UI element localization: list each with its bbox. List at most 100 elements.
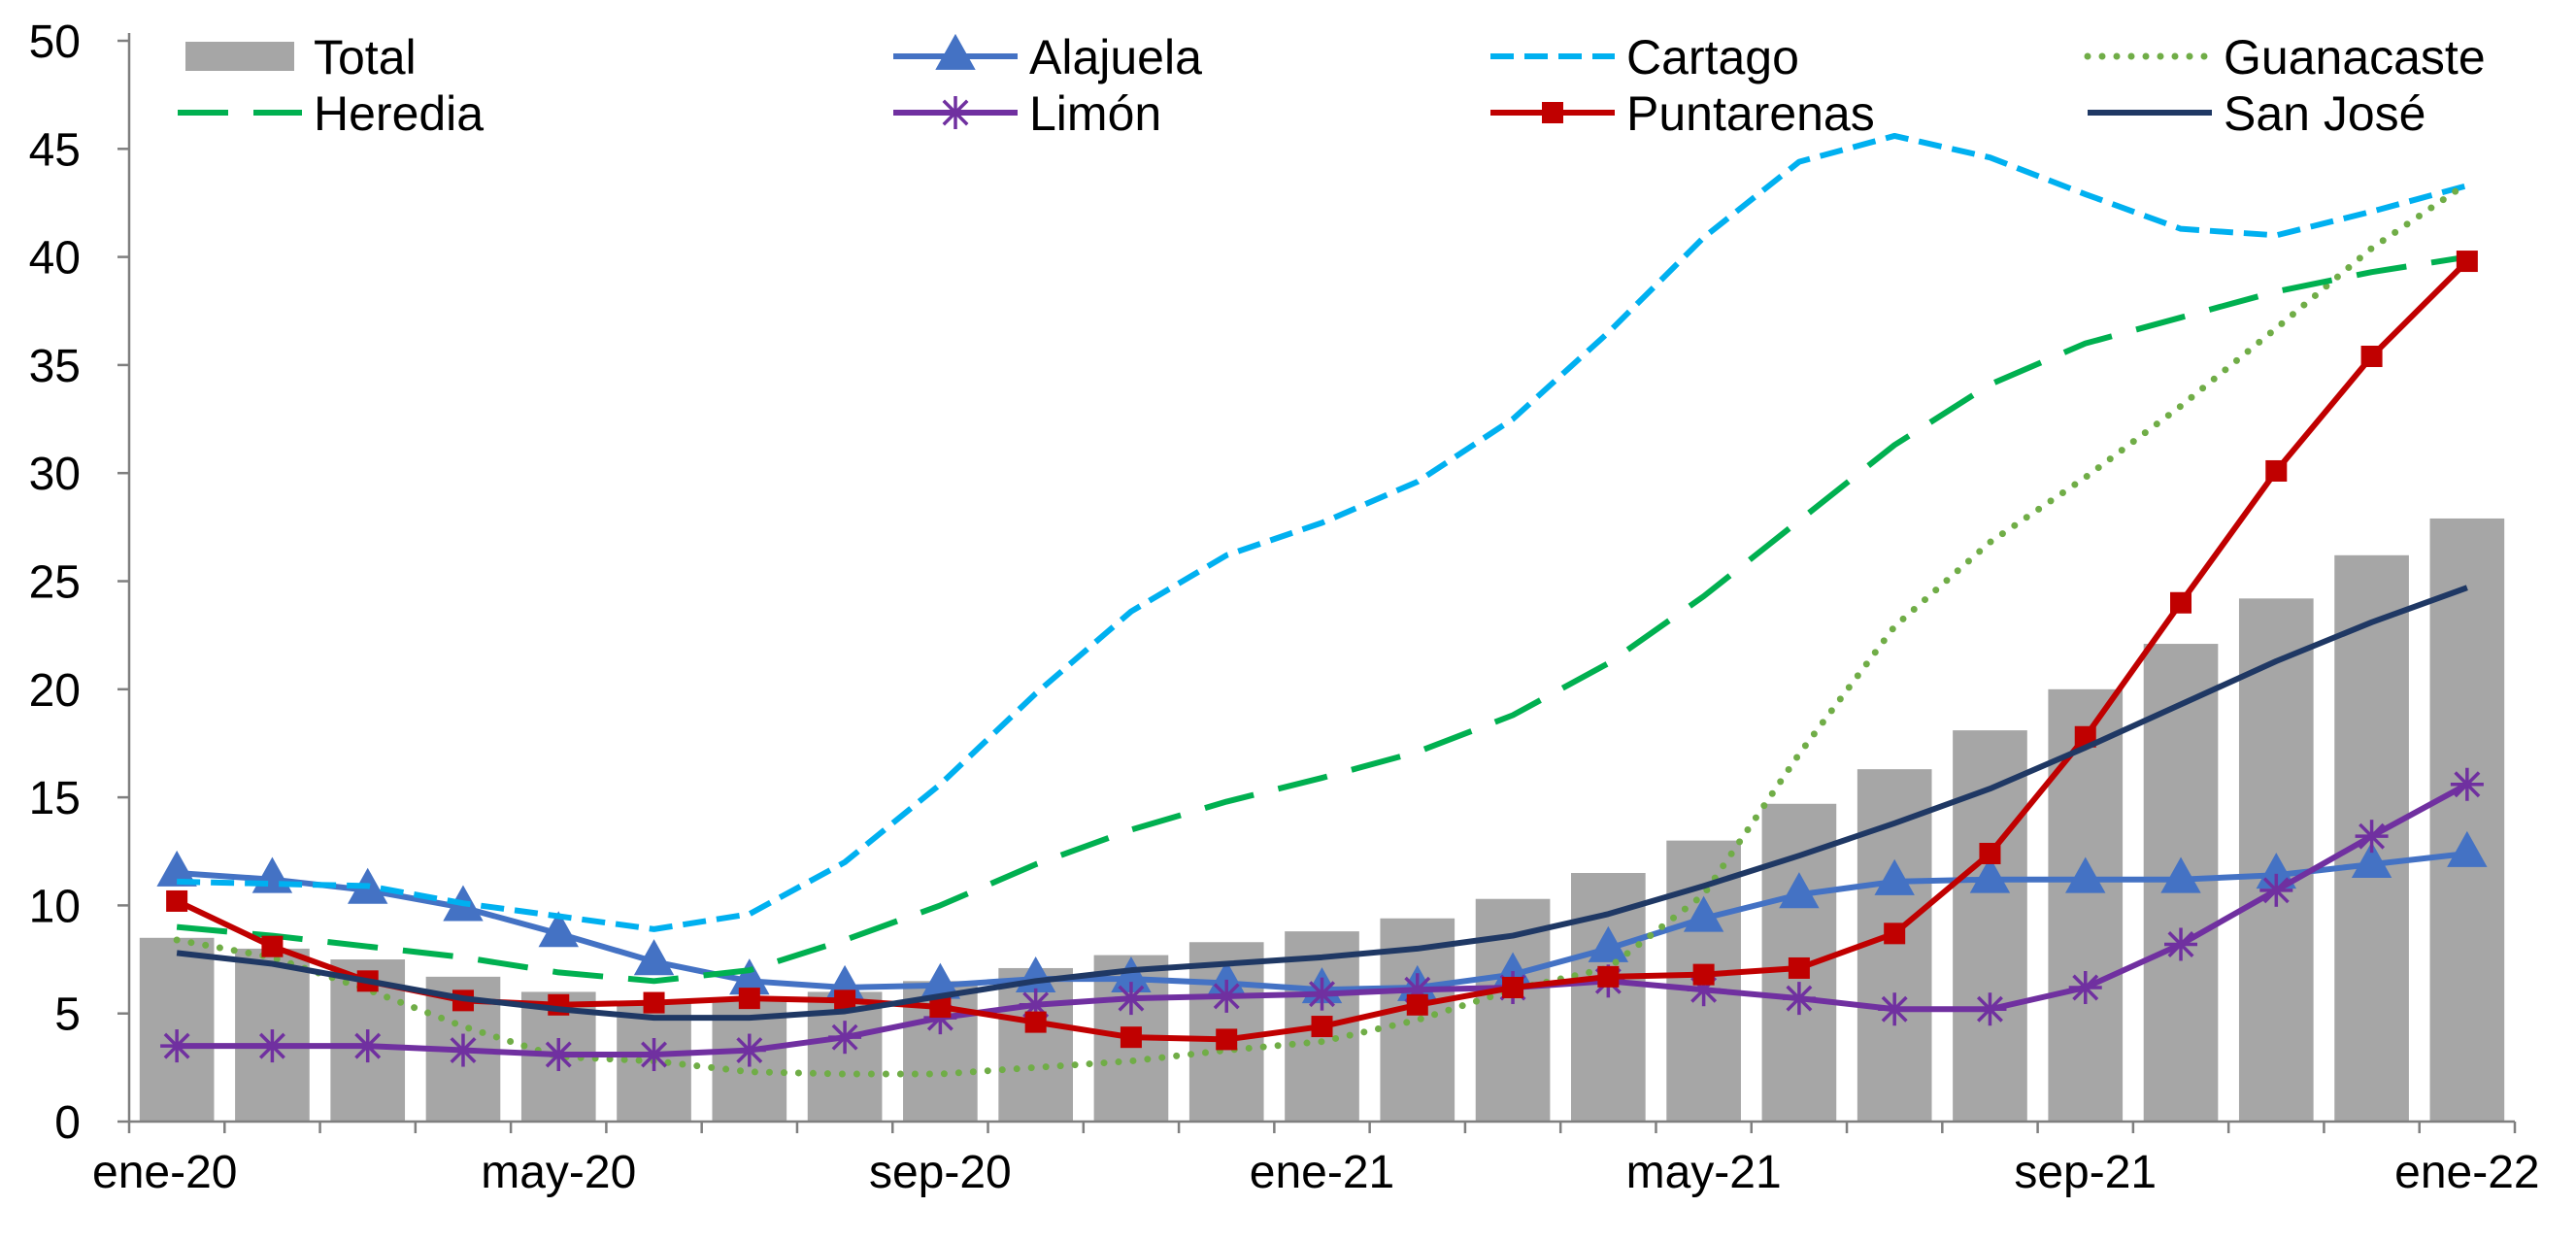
y-tick-label: 35 [29,341,81,392]
series-san-jose [176,585,2468,1022]
y-tick-label: 10 [29,881,81,932]
x-tick-label: may-21 [1626,1147,1782,1198]
legend-label: Puntarenas [1626,86,1875,141]
point-alajuela-feb-20 [251,856,293,893]
y-tick-label: 15 [29,773,81,824]
axes-layer: 0 5 10 15 20 25 30 35 40 45 50 ene-20 may-20 sep-20 en… [29,17,2540,1198]
y-tick-label: 50 [29,17,81,68]
point-limon-oct-21 [2164,927,2198,961]
legend-item-alajuela: Alajuela [893,30,1202,84]
y-tick-label: 45 [29,124,81,176]
point-puntarenas-abr-21 [1597,965,1620,988]
point-alajuela-sep-21 [2065,856,2106,893]
point-puntarenas-dic-21 [2360,345,2383,367]
point-puntarenas-sep-20 [929,996,952,1019]
point-limon-jul-21 [1878,992,1912,1026]
point-puntarenas-jun-21 [1788,956,1810,979]
lines-layer [156,132,2488,1078]
series-heredia [176,253,2468,985]
legend-label: Total [314,30,417,84]
point-limon-jul-20 [732,1033,766,1067]
legend-item-puntarenas: Puntarenas [1490,86,1875,141]
y-tick-label: 40 [29,233,81,285]
line-guanacaste [173,180,2471,1078]
y-tick-label: 30 [29,449,81,500]
legend-item-cartago: Cartago [1490,30,1799,84]
point-limon-dic-21 [2355,820,2389,854]
point-limon-abr-20 [446,1033,480,1067]
point-puntarenas-oct-21 [2170,591,2192,614]
point-alajuela-jul-21 [1874,858,1915,895]
x-tick-label: ene-21 [1250,1147,1394,1198]
legend-swatch [185,42,294,71]
point-puntarenas-ago-21 [1979,842,2001,864]
series-guanacaste [173,180,2471,1078]
legend-label: Guanacaste [2224,30,2486,84]
y-tick-label: 25 [29,557,81,609]
point-alajuela-ene-22 [2447,830,2488,867]
point-puntarenas-may-21 [1692,963,1715,986]
x-tick-label: sep-21 [2014,1147,2157,1198]
point-limon-ene-20 [160,1029,194,1063]
point-puntarenas-ene-21 [1311,1016,1333,1038]
point-puntarenas-dic-20 [1216,1028,1238,1051]
legend-label: San José [2224,86,2425,141]
point-limon-sep-21 [2068,970,2102,1004]
x-tick-label: may-20 [481,1147,636,1198]
legend-marker [1542,102,1563,123]
point-limon-jun-21 [1782,982,1816,1016]
point-limon-ago-21 [1973,992,2007,1026]
bar-total-ene-22 [2429,518,2505,1122]
x-tick-label: ene-22 [2394,1147,2539,1198]
legend-item-limon: Limón [893,86,1161,141]
line-san-jose [176,585,2468,1022]
point-puntarenas-nov-21 [2265,459,2288,482]
point-puntarenas-feb-20 [261,935,284,957]
point-puntarenas-jul-21 [1884,922,1906,945]
point-alajuela-may-20 [538,911,579,948]
point-puntarenas-jun-20 [643,991,665,1014]
line-heredia [176,253,2468,985]
point-alajuela-may-21 [1683,895,1724,932]
legend-label: Alajuela [1029,30,1202,84]
point-puntarenas-mar-21 [1502,976,1524,998]
point-limon-ene-22 [2450,767,2484,801]
point-limon-dic-20 [1210,979,1244,1013]
y-tick-label: 5 [54,989,81,1041]
point-limon-ene-21 [1305,977,1339,1011]
point-puntarenas-nov-20 [1120,1026,1142,1049]
point-puntarenas-ago-20 [834,989,856,1012]
legend-item-heredia: Heredia [178,86,484,141]
point-alajuela-ago-21 [1969,856,2011,893]
point-alajuela-abr-21 [1588,925,1629,962]
x-tick-label: ene-20 [92,1147,237,1198]
y-tick-label: 0 [54,1097,81,1149]
x-tick-label: sep-20 [869,1147,1012,1198]
legend-item-total: Total [185,30,417,84]
bar-total-sep-21 [2048,688,2124,1122]
point-limon-mar-20 [351,1029,385,1063]
point-limon-may-20 [542,1037,576,1071]
point-alajuela-jun-20 [633,939,675,976]
point-limon-jun-20 [637,1037,671,1071]
series-cartago [177,132,2468,932]
legend-label: Cartago [1626,30,1799,84]
point-puntarenas-feb-21 [1406,993,1428,1016]
y-tick-label: 20 [29,665,81,717]
legend-label: Limón [1029,86,1161,141]
point-puntarenas-oct-20 [1024,1011,1047,1033]
line-cartago [177,132,2468,932]
legend-label: Heredia [314,86,484,141]
legend-marker [939,96,972,129]
legend-item-san-jose: San José [2088,86,2425,141]
legend-item-guanacaste: Guanacaste [2084,30,2486,84]
point-puntarenas-ene-22 [2456,251,2478,273]
point-limon-nov-20 [1114,982,1148,1016]
point-alajuela-ene-20 [156,850,197,887]
point-puntarenas-ene-20 [166,889,188,912]
point-alajuela-dic-21 [2351,841,2392,879]
point-limon-nov-21 [2259,873,2293,907]
series-alajuela [156,830,2488,1004]
